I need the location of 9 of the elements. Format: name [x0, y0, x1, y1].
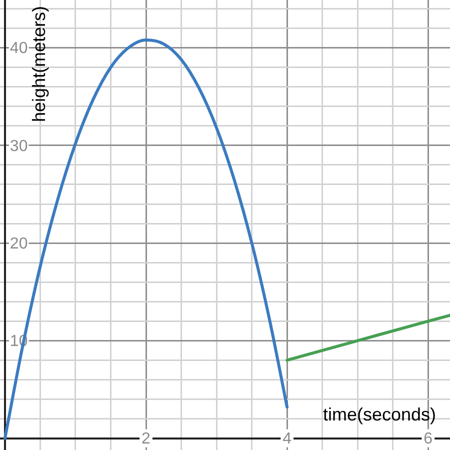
y-tick-label: 30 [10, 138, 28, 155]
x-tick-label: 6 [424, 430, 433, 448]
x-tick-label: 2 [142, 430, 151, 448]
x-axis-title: time(seconds) [322, 404, 436, 424]
y-tick-label: 20 [10, 235, 28, 252]
line-series [286, 314, 450, 362]
y-axis-title: height(meters) [28, 6, 49, 122]
x-tick-label: 4 [282, 430, 292, 448]
y-tick-label: 40 [10, 40, 28, 58]
